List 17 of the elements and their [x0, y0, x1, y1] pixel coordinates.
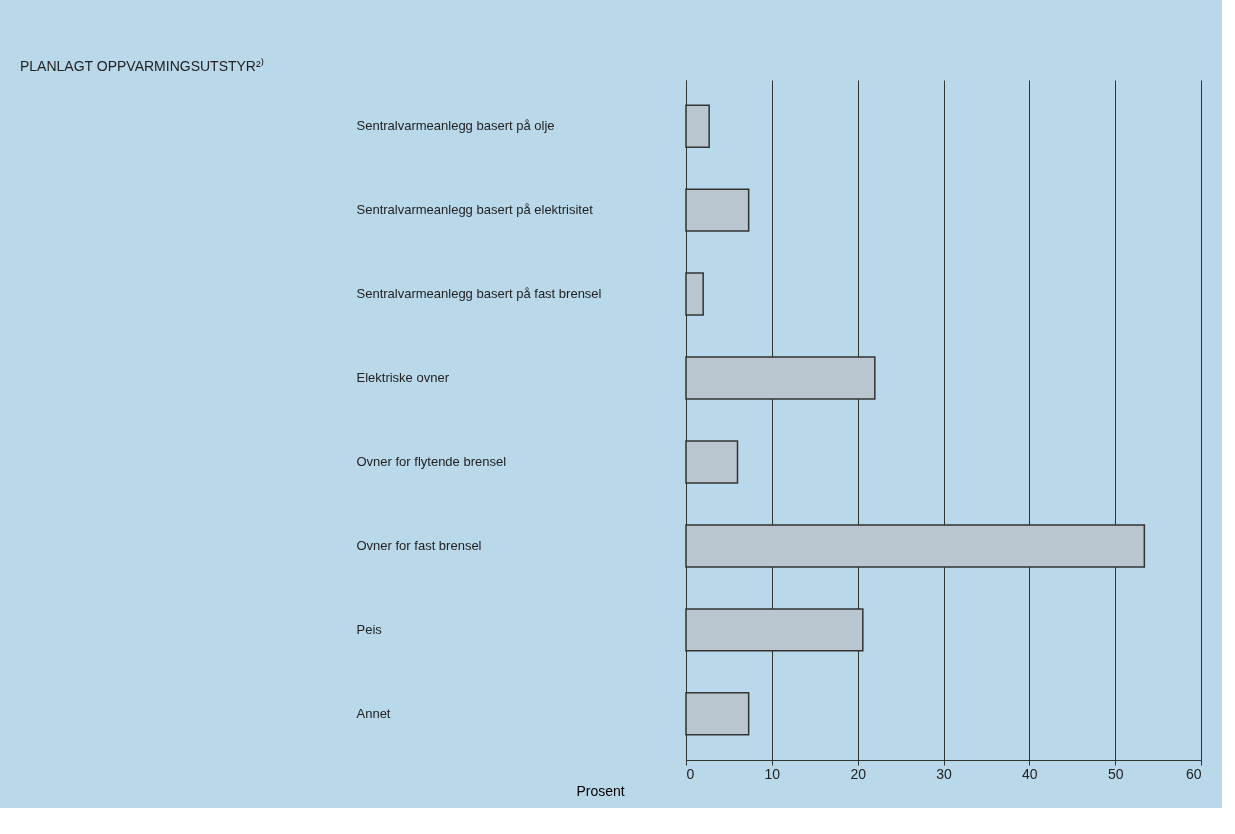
y-tick-label: Elektriske ovner [356, 370, 450, 386]
x-tick-label: 10 [764, 765, 781, 782]
y-tick-label: Ovner for flytende brensel [356, 453, 507, 469]
x-tick-label: 0 [686, 765, 695, 782]
text: PLANLAGT OPPVARMINGSUTSTYR²⁾ [20, 58, 264, 74]
y-tick-label: Sentralvarmeanlegg basert på olje [356, 118, 555, 134]
x-tick-label: 40 [1022, 765, 1038, 782]
y-tick-label: Peis [356, 621, 383, 637]
x-tick-label: 50 [1107, 765, 1124, 782]
x-axis-title: Prosent [576, 782, 625, 799]
x-tick-label: 60 [1185, 765, 1202, 782]
y-tick-label: Sentralvarmeanlegg basert på fast brensel [356, 286, 602, 302]
y-tick-label: Annet [356, 705, 391, 721]
y-tick-label: Ovner for fast brensel [356, 537, 482, 553]
x-tick-label: 30 [936, 765, 952, 782]
x-tick-label: 20 [850, 765, 867, 782]
y-tick-label: Sentralvarmeanlegg basert på elektrisitet [356, 202, 594, 218]
